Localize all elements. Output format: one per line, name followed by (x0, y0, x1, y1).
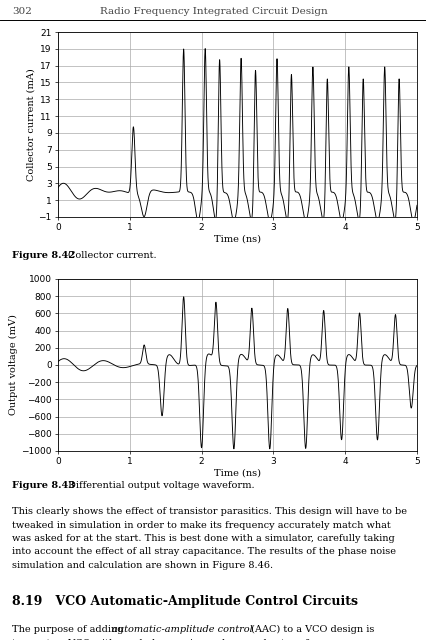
Text: automatic-amplitude control: automatic-amplitude control (112, 625, 252, 634)
Text: This clearly shows the effect of transistor parasitics. This design will have to: This clearly shows the effect of transis… (12, 507, 406, 516)
X-axis label: Time (ns): Time (ns) (213, 469, 260, 478)
Text: Collector current.: Collector current. (68, 252, 156, 260)
Text: Figure 8.43: Figure 8.43 (12, 481, 75, 490)
Text: Figure 8.42: Figure 8.42 (12, 252, 75, 260)
Text: simulation and calculation are shown in Figure 8.46.: simulation and calculation are shown in … (12, 561, 273, 570)
Text: tweaked in simulation in order to make its frequency accurately match what: tweaked in simulation in order to make i… (12, 520, 390, 529)
Text: into account the effect of all stray capacitance. The results of the phase noise: into account the effect of all stray cap… (12, 547, 395, 557)
Text: Differential output voltage waveform.: Differential output voltage waveform. (68, 481, 254, 490)
Y-axis label: Collector current (mA): Collector current (mA) (27, 68, 36, 181)
Text: 302: 302 (12, 6, 32, 15)
Text: to create a VCO with good phase noise and very robust performance over: to create a VCO with good phase noise an… (12, 639, 376, 640)
Text: was asked for at the start. This is best done with a simulator, carefully taking: was asked for at the start. This is best… (12, 534, 394, 543)
X-axis label: Time (ns): Time (ns) (213, 235, 260, 244)
Y-axis label: Output voltage (mV): Output voltage (mV) (9, 315, 18, 415)
Text: 8.19   VCO Automatic-Amplitude Control Circuits: 8.19 VCO Automatic-Amplitude Control Cir… (12, 595, 357, 608)
Text: Radio Frequency Integrated Circuit Design: Radio Frequency Integrated Circuit Desig… (99, 6, 327, 15)
Text: (AAC) to a VCO design is: (AAC) to a VCO design is (248, 625, 374, 634)
Text: The purpose of adding: The purpose of adding (12, 625, 127, 634)
